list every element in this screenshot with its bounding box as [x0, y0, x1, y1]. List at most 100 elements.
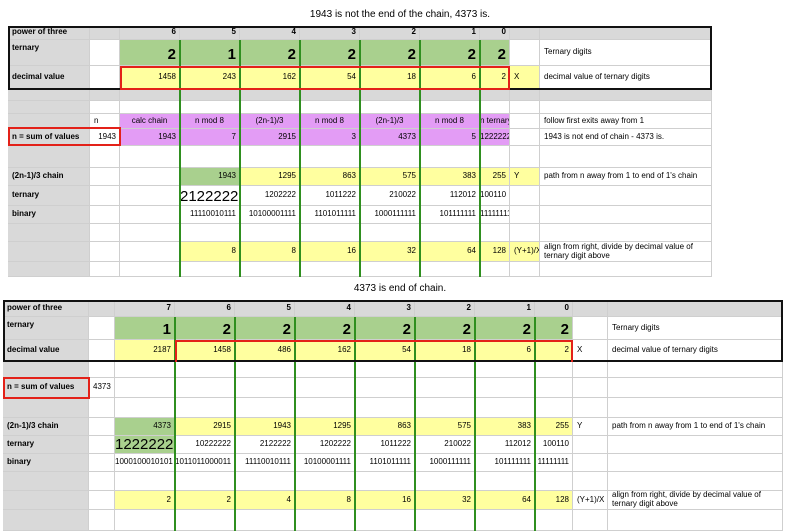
blank-cell[interactable] — [180, 262, 240, 277]
blank-cell[interactable] — [235, 510, 295, 531]
blank-cell[interactable] — [360, 146, 420, 168]
ternary-digit[interactable]: 2 — [535, 317, 573, 340]
blank-cell[interactable] — [355, 510, 415, 531]
blank-cell[interactable] — [295, 510, 355, 531]
ternary-digit[interactable]: 2 — [360, 40, 420, 66]
chain-value[interactable]: 1943 — [180, 168, 240, 186]
align-value[interactable]: 32 — [360, 242, 420, 262]
power-cell[interactable]: 3 — [355, 300, 415, 317]
blank-cell[interactable] — [295, 362, 355, 378]
blank-cell[interactable] — [8, 101, 90, 114]
power-cell[interactable]: 5 — [235, 300, 295, 317]
header-blank[interactable] — [608, 300, 783, 317]
spacer-cell[interactable] — [8, 90, 90, 101]
blank-cell[interactable] — [573, 398, 608, 418]
blank-cell[interactable] — [8, 146, 90, 168]
blank-cell[interactable] — [90, 146, 120, 168]
decimal-label[interactable]: decimal value — [3, 340, 89, 362]
blank-cell[interactable] — [608, 510, 783, 531]
blank-cell[interactable] — [90, 206, 120, 224]
blank-cell[interactable] — [355, 398, 415, 418]
blank-cell[interactable] — [510, 186, 540, 206]
spacer-cell[interactable] — [540, 90, 712, 101]
calc-value[interactable]: 7 — [180, 129, 240, 146]
chain-value[interactable]: 383 — [420, 168, 480, 186]
align-note[interactable]: align from right, divide by decimal valu… — [540, 242, 712, 262]
chain-tag[interactable]: Y — [573, 418, 608, 436]
blank-cell[interactable] — [420, 224, 480, 242]
binary-value[interactable]: 10100001111 — [295, 454, 355, 472]
blank-cell[interactable] — [175, 472, 235, 491]
ternary-digit[interactable]: 2 — [120, 40, 180, 66]
decimal-value[interactable]: 486 — [235, 340, 295, 362]
blank-cell[interactable] — [480, 262, 510, 277]
blank-cell[interactable] — [573, 472, 608, 491]
blank-cell[interactable] — [90, 40, 120, 66]
blank-cell[interactable] — [3, 362, 89, 378]
binary-label[interactable]: binary — [8, 206, 90, 224]
chain-value[interactable]: 1295 — [295, 418, 355, 436]
chain-ternary-value[interactable]: 112012 — [475, 436, 535, 454]
header-blank[interactable] — [89, 300, 115, 317]
blank-cell[interactable] — [90, 186, 120, 206]
blank-cell[interactable] — [89, 436, 115, 454]
sum-label[interactable]: n = sum of values — [3, 378, 89, 398]
blank-cell[interactable] — [240, 224, 300, 242]
blank-cell[interactable] — [120, 206, 180, 224]
blank-cell[interactable] — [573, 510, 608, 531]
blank-cell[interactable] — [3, 472, 89, 491]
spacer-cell[interactable] — [360, 90, 420, 101]
align-value[interactable]: 16 — [355, 491, 415, 510]
blank-cell[interactable] — [540, 186, 712, 206]
calc-value[interactable]: 5 — [420, 129, 480, 146]
chain-label[interactable]: (2n-1)/3 chain — [3, 418, 89, 436]
decimal-value[interactable]: 18 — [415, 340, 475, 362]
blank-cell[interactable] — [8, 242, 90, 262]
blank-cell[interactable] — [510, 262, 540, 277]
binary-value[interactable]: 1000111111 — [415, 454, 475, 472]
ternary-digit[interactable]: 2 — [420, 40, 480, 66]
align-value[interactable]: 16 — [300, 242, 360, 262]
power-cell[interactable]: 4 — [240, 26, 300, 40]
blank-cell[interactable] — [475, 378, 535, 398]
blank-cell[interactable] — [355, 362, 415, 378]
blank-cell[interactable] — [175, 378, 235, 398]
calc-value[interactable]: 1943 — [120, 129, 180, 146]
align-value[interactable]: 2 — [115, 491, 175, 510]
blank-cell[interactable] — [175, 510, 235, 531]
power-cell[interactable]: 6 — [175, 300, 235, 317]
decimal-value[interactable]: 162 — [295, 340, 355, 362]
blank-cell[interactable] — [89, 510, 115, 531]
blank-cell[interactable] — [360, 101, 420, 114]
blank-cell[interactable] — [415, 510, 475, 531]
spacer-cell[interactable] — [180, 90, 240, 101]
n-value[interactable]: 4373 — [89, 378, 115, 398]
blank-cell[interactable] — [89, 418, 115, 436]
binary-value[interactable]: 1000111111 — [360, 206, 420, 224]
blank-cell[interactable] — [8, 114, 90, 129]
blank-cell[interactable] — [608, 398, 783, 418]
chain-ternary-label[interactable]: ternary — [3, 436, 89, 454]
sum-label[interactable]: n = sum of values — [8, 129, 90, 146]
calc-value[interactable]: 3 — [300, 129, 360, 146]
blank-cell[interactable] — [120, 186, 180, 206]
ternary-digit[interactable]: 2 — [300, 40, 360, 66]
blank-cell[interactable] — [480, 146, 510, 168]
decimal-value[interactable]: 54 — [355, 340, 415, 362]
align-value[interactable]: 8 — [240, 242, 300, 262]
decimal-value[interactable]: 2 — [535, 340, 573, 362]
calc-header[interactable]: n mod 8 — [300, 114, 360, 129]
spacer-cell[interactable] — [420, 90, 480, 101]
blank-cell[interactable] — [535, 398, 573, 418]
chain-value[interactable]: 575 — [360, 168, 420, 186]
blank-cell[interactable] — [573, 454, 608, 472]
decimal-value[interactable]: 1458 — [120, 66, 180, 90]
align-tag[interactable]: (Y+1)/X — [510, 242, 540, 262]
blank-cell[interactable] — [573, 436, 608, 454]
chain-ternary-value[interactable]: 1202222 — [295, 436, 355, 454]
blank-cell[interactable] — [89, 362, 115, 378]
chain-ternary-value[interactable]: 112012 — [420, 186, 480, 206]
blank-cell[interactable] — [115, 362, 175, 378]
blank-cell[interactable] — [295, 378, 355, 398]
decimal-value[interactable]: 6 — [475, 340, 535, 362]
